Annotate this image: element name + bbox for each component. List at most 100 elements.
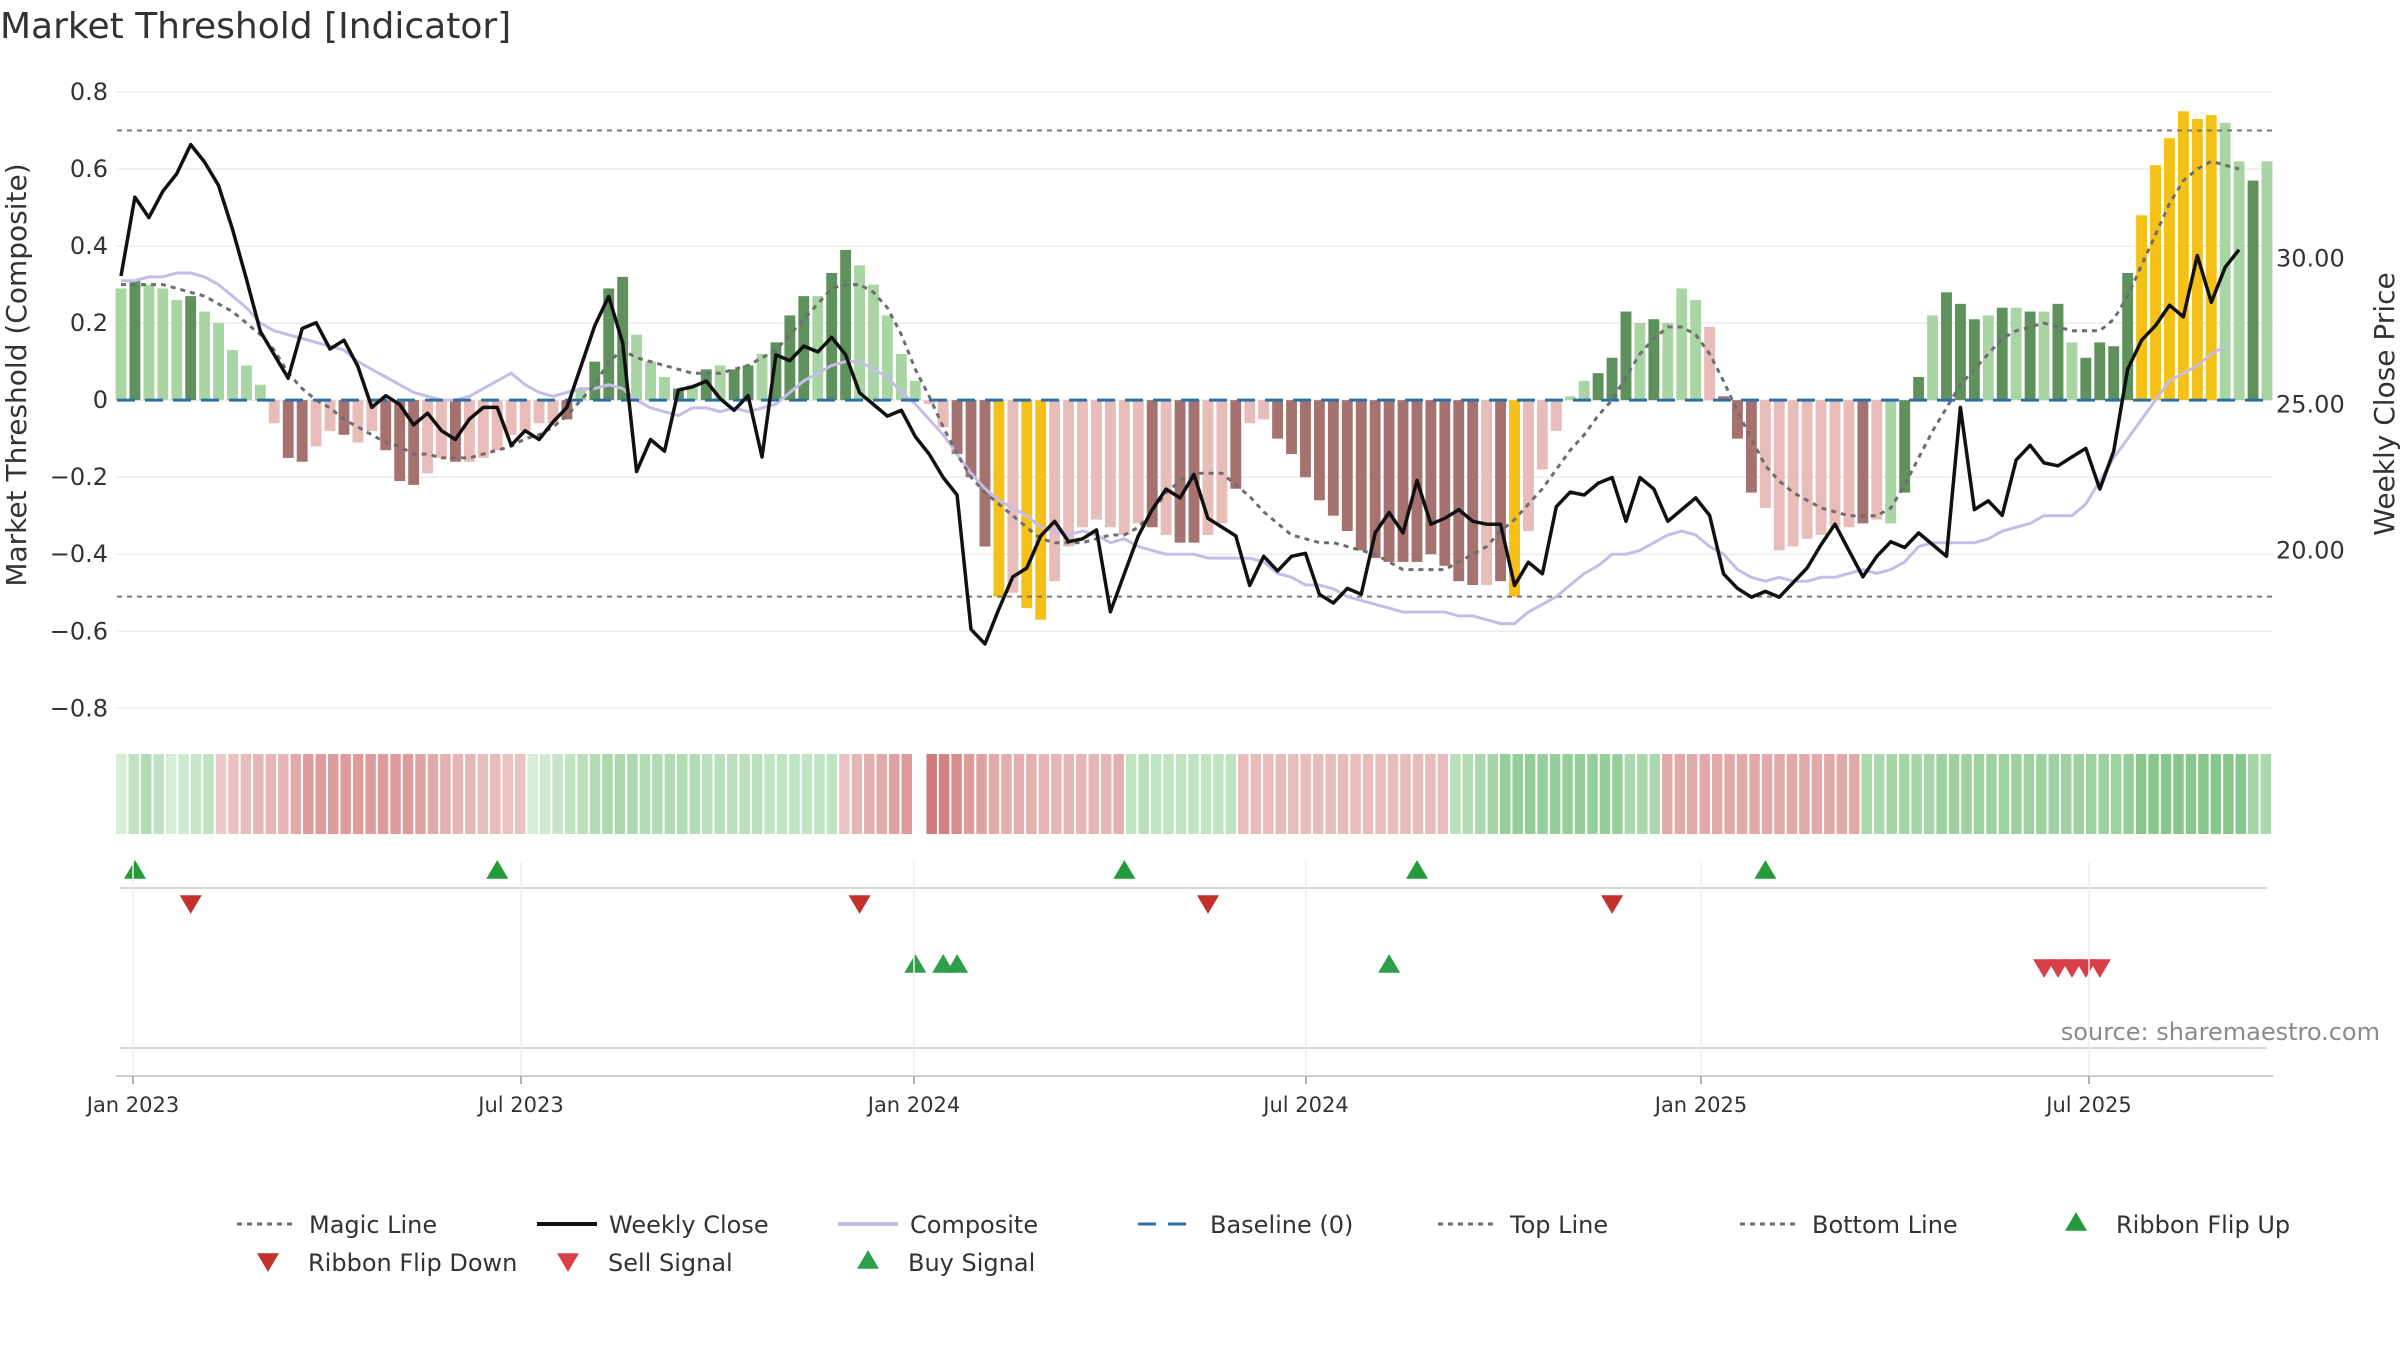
ribbon-cell <box>664 754 676 834</box>
weekly-close-line <box>119 142 2241 646</box>
sell-signal-marker <box>2047 959 2070 978</box>
left-tick-label: −0.8 <box>50 694 108 722</box>
composite-bar <box>1160 400 1172 535</box>
ribbon-cell <box>602 754 613 834</box>
composite-bar <box>352 400 364 443</box>
composite-bar <box>1049 400 1061 582</box>
composite-bar <box>979 400 991 547</box>
ribbon-cell <box>215 754 227 834</box>
composite-bar <box>254 384 266 401</box>
left-tick-label: 0.8 <box>70 78 108 106</box>
composite-bar <box>1592 373 1604 401</box>
ribbon-cell <box>340 754 351 834</box>
composite-bar <box>1787 400 1799 547</box>
composite-bar <box>2177 111 2189 401</box>
composite-bar <box>1132 400 1144 524</box>
composite-bar <box>519 400 531 431</box>
composite-bar <box>923 400 935 404</box>
composite-bar <box>659 377 670 401</box>
ribbon-cell <box>116 754 127 834</box>
ribbon-cell <box>2198 754 2209 834</box>
ribbon-cell <box>2061 754 2072 834</box>
ribbon-cell <box>1874 754 1885 834</box>
ribbon-cell <box>1973 754 1985 834</box>
composite-bar <box>1481 400 1493 586</box>
composite-bar <box>1035 400 1047 620</box>
ribbon-cell <box>2135 754 2147 834</box>
ribbon-flip-up-marker <box>1754 860 1777 879</box>
composite-bar <box>268 400 280 424</box>
left-tick-label: 0.2 <box>70 309 108 337</box>
right-tick-label: 25.00 <box>2276 390 2345 418</box>
left-tick-label: −0.6 <box>50 617 108 645</box>
composite-bar <box>1091 400 1102 520</box>
legend-item: Bottom Line <box>1740 1211 1958 1239</box>
composite-bar <box>477 400 489 458</box>
composite-bar <box>2108 346 2120 401</box>
ribbon-cell <box>190 754 202 834</box>
composite-bar <box>1941 292 1952 401</box>
ribbon-cell <box>652 754 663 834</box>
ribbon-cell <box>1450 754 1461 834</box>
composite-bar <box>1732 400 1743 439</box>
ribbon-cell <box>1662 754 1673 834</box>
composite-bars <box>115 111 2273 620</box>
sell-signal-marker <box>2060 959 2083 978</box>
ribbon-cell <box>1824 754 1835 834</box>
ribbon-cell <box>165 754 177 834</box>
ribbon-cell <box>889 754 900 834</box>
composite-bar <box>1272 400 1284 439</box>
ribbon-cell <box>1288 754 1299 834</box>
ribbon-cell <box>826 754 838 834</box>
ribbon-cell <box>1549 754 1561 834</box>
ribbon-cell <box>465 754 476 834</box>
composite-bar <box>1954 303 1966 401</box>
ribbon-cell <box>1026 754 1037 834</box>
ribbon-cell <box>814 754 825 834</box>
composite-bar <box>1871 400 1883 520</box>
composite-bar <box>603 288 615 401</box>
ribbon-cell <box>1836 754 1848 834</box>
ribbon-cell <box>440 754 451 834</box>
right-axis-label: Weekly Close Price <box>2368 272 2400 535</box>
ribbon-cell <box>2036 754 2047 834</box>
ribbon-cell <box>1300 754 1311 834</box>
ribbon-cell <box>2110 754 2122 834</box>
ribbon-cell <box>1001 754 1012 834</box>
ribbon-cell <box>1512 754 1523 834</box>
trend-ribbon <box>116 754 2271 834</box>
composite-bar <box>1397 400 1409 562</box>
ribbon-cell <box>751 754 763 834</box>
legend-swatch-triangle-down <box>257 1253 279 1272</box>
legend-item: Magic Line <box>237 1211 437 1239</box>
ribbon-cell <box>1076 754 1087 834</box>
ribbon-cell <box>2048 754 2060 834</box>
ribbon-cell <box>552 754 563 834</box>
ribbon-cell <box>240 754 252 834</box>
ribbon-cell <box>1175 754 1187 834</box>
composite-bar <box>491 400 503 451</box>
ribbon-cell <box>1886 754 1897 834</box>
ribbon-cell <box>2223 754 2234 834</box>
ribbon-cell <box>1774 754 1785 834</box>
composite-bar <box>868 284 879 401</box>
composite-bar <box>1564 396 1576 401</box>
ribbon-cell <box>776 754 788 834</box>
ribbon-cell <box>1375 754 1386 834</box>
ribbon-cell <box>514 754 526 834</box>
ribbon-cell <box>502 754 513 834</box>
composite-bar <box>199 311 211 401</box>
left-tick-label: −0.4 <box>50 540 108 568</box>
ribbon-cell <box>627 754 638 834</box>
composite-bar <box>1550 400 1562 431</box>
composite-bar <box>1913 377 1925 401</box>
composite-bar <box>1258 400 1270 420</box>
composite-bar <box>2136 215 2148 401</box>
ribbon-cell <box>901 754 912 834</box>
ribbon-cell <box>1238 754 1249 834</box>
composite-bar <box>310 400 322 447</box>
ribbon-cell <box>739 754 750 834</box>
source-credit: source: sharemaestro.com <box>2061 1018 2380 1046</box>
composite-bar <box>227 350 238 401</box>
